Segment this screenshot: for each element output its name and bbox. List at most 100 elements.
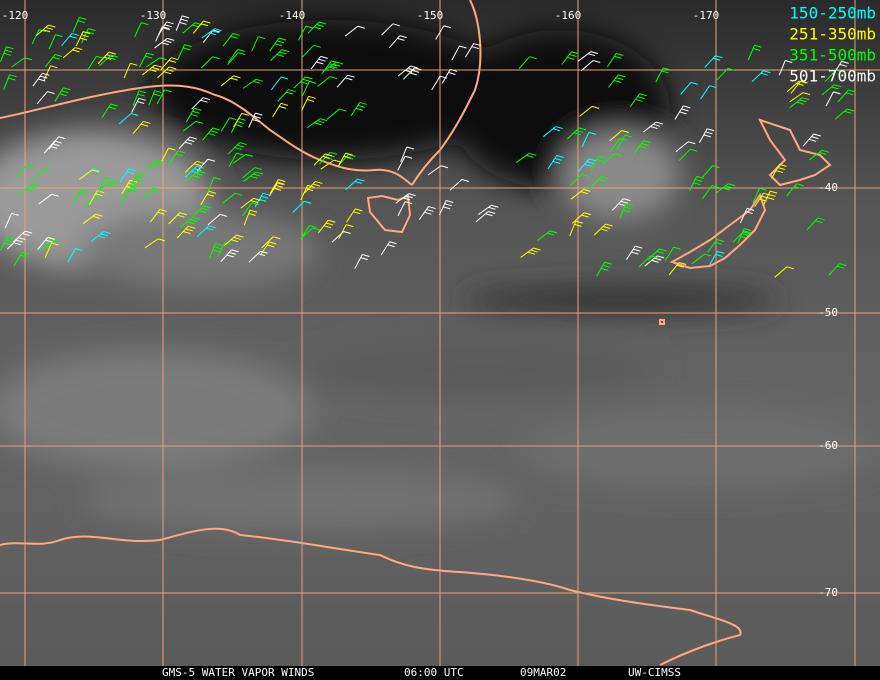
wind-barb — [338, 224, 354, 239]
barb-shaft — [32, 73, 43, 87]
barb-tick — [359, 101, 367, 105]
barb-shaft — [43, 140, 56, 154]
barb-tick — [273, 236, 281, 240]
barb-tick — [673, 246, 681, 250]
wind-barb — [200, 190, 216, 206]
barb-shaft — [320, 159, 335, 170]
barb-shaft — [141, 64, 156, 76]
barb-tick — [137, 93, 145, 97]
barb-shaft — [609, 130, 623, 142]
barb-shaft — [700, 85, 710, 100]
barb-shaft — [626, 245, 636, 260]
wind-barb — [715, 183, 736, 194]
longitude-label: -170 — [693, 9, 720, 22]
barb-tick — [315, 180, 323, 184]
barb-tick — [530, 249, 538, 253]
barb-shaft — [668, 262, 680, 276]
barb-tick — [262, 192, 271, 196]
barb-shaft — [689, 176, 698, 191]
barb-tick — [55, 34, 63, 38]
barb-shaft — [82, 213, 96, 225]
barb-shaft — [825, 91, 834, 107]
barb-tick — [94, 196, 102, 200]
wind-barb — [418, 206, 436, 220]
barb-tick — [232, 32, 240, 36]
barb-shaft — [301, 96, 310, 111]
barb-shaft — [427, 165, 442, 176]
barb-tick — [712, 57, 721, 61]
barb-tick — [575, 220, 583, 224]
barb-shaft — [269, 37, 280, 52]
barb-tick — [602, 264, 611, 268]
barb-tick — [187, 225, 196, 229]
barb-shaft — [222, 33, 234, 47]
barb-tick — [317, 120, 325, 124]
wind-barb — [752, 187, 767, 203]
barb-tick — [556, 154, 564, 158]
barb-shaft — [451, 45, 460, 61]
barb-shaft — [655, 67, 664, 83]
barb-tick — [162, 27, 171, 31]
wind-barb — [707, 239, 725, 253]
barb-shaft — [87, 55, 97, 70]
barb-tick — [580, 191, 588, 195]
barb-tick — [192, 175, 200, 179]
wind-barb — [227, 52, 246, 65]
barb-shaft — [638, 255, 651, 268]
wind-barb — [293, 76, 313, 89]
footer-source: UW-CIMSS — [628, 666, 681, 679]
barb-tick — [80, 189, 88, 193]
barb-tick — [623, 209, 631, 213]
wind-barb — [438, 200, 454, 216]
barb-tick — [238, 52, 246, 56]
wind-barb — [269, 37, 287, 52]
barb-tick — [278, 179, 286, 183]
barb-shaft — [590, 155, 599, 171]
barb-tick — [206, 193, 215, 197]
barb-tick — [618, 74, 626, 78]
barb-shaft — [716, 68, 729, 81]
barb-tick — [72, 49, 80, 53]
barb-tick — [811, 136, 819, 140]
wind-barb — [157, 66, 177, 79]
barb-tick — [137, 172, 146, 176]
barb-shaft — [78, 169, 93, 180]
barb-shaft — [304, 181, 316, 194]
barb-shaft — [268, 182, 279, 197]
wind-barb — [806, 217, 825, 231]
wind-barb — [160, 57, 179, 71]
wind-barb — [680, 81, 699, 95]
wind-barb — [828, 263, 847, 276]
barb-tick — [405, 195, 413, 199]
barb-tick — [759, 187, 767, 191]
barb-tick — [103, 231, 111, 234]
barb-tick — [236, 234, 244, 238]
barb-tick — [52, 143, 60, 147]
barb-tick — [253, 115, 262, 119]
barb-shaft — [418, 206, 429, 220]
wind-barb — [156, 89, 172, 105]
barb-tick — [86, 31, 94, 35]
barb-tick — [533, 247, 541, 251]
wind-barb — [200, 56, 220, 69]
barb-tick — [619, 137, 627, 141]
barb-tick — [131, 113, 139, 117]
barb-tick — [131, 186, 139, 190]
wind-barb — [609, 130, 629, 142]
barb-tick — [409, 72, 417, 76]
barb-shaft — [824, 69, 837, 82]
wind-barb — [700, 85, 717, 100]
wind-barb — [182, 120, 203, 132]
barb-tick — [164, 40, 172, 43]
barb-shaft — [441, 69, 451, 84]
barb-tick — [22, 233, 30, 237]
barb-tick — [196, 160, 204, 164]
wind-barb — [561, 51, 579, 65]
barb-tick — [260, 250, 268, 254]
barb-shaft — [380, 241, 391, 256]
barb-shaft — [388, 35, 401, 49]
barb-shaft — [607, 53, 617, 68]
barb-tick — [42, 29, 51, 33]
longitude-label: -120 — [2, 9, 29, 22]
barb-tick — [140, 123, 149, 127]
